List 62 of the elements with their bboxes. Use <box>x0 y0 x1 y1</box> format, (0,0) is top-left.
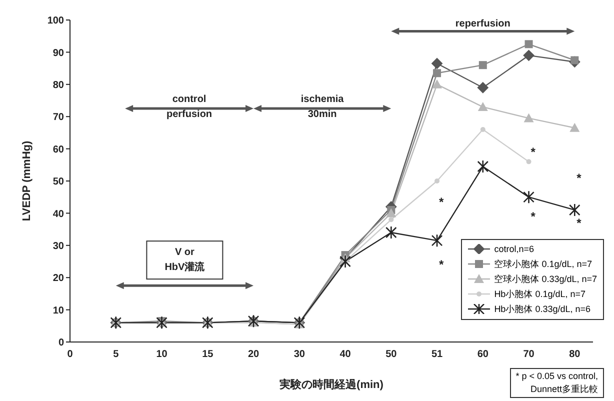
point <box>434 178 440 184</box>
y-tick-label: 0 <box>58 338 64 349</box>
point <box>340 254 351 268</box>
x-tick-label: 10 <box>156 349 168 360</box>
point <box>523 190 534 204</box>
x-tick-label: 80 <box>569 349 581 360</box>
point <box>385 226 397 240</box>
point <box>478 61 487 70</box>
annotation: * <box>439 258 444 272</box>
legend-label: cotrol,n=6 <box>494 242 534 256</box>
y-tick-label: 100 <box>47 16 64 27</box>
point <box>524 40 533 48</box>
annotation: ischemia 30min <box>300 94 344 120</box>
legend-label: 空球小胞体 0.1g/dL, n=7 <box>494 258 592 271</box>
point <box>477 160 489 174</box>
point <box>433 69 442 78</box>
annotation: * <box>530 209 536 224</box>
y-tick-label: 10 <box>52 305 64 316</box>
x-tick-label: 20 <box>248 349 260 360</box>
point <box>432 58 443 69</box>
y-tick-label: 30 <box>52 240 64 252</box>
point <box>569 203 580 217</box>
y-axis-title: LVEDP (mmHg) <box>20 140 33 222</box>
point <box>570 122 580 132</box>
y-tick-label: 60 <box>52 144 64 156</box>
point <box>526 159 532 164</box>
point <box>386 208 396 218</box>
legend-label: Hb小胞体 0.1g/dL, n=7 <box>494 288 586 301</box>
y-tick-label: 50 <box>52 176 64 188</box>
point <box>480 126 486 132</box>
point <box>388 217 394 222</box>
point <box>431 234 443 248</box>
x-axis-title: 実験の時間経過(min) <box>278 378 384 391</box>
y-tick-label: 90 <box>52 48 64 59</box>
point <box>478 102 488 111</box>
annotation: * <box>576 216 582 230</box>
annotation: V or HbV灌流 <box>164 247 206 274</box>
annotation: control perfusion <box>166 94 212 120</box>
x-tick-label: 50 <box>386 349 398 360</box>
annotation: reperfusion <box>455 18 510 30</box>
x-tick-label: 15 <box>202 349 214 360</box>
x-tick-label: 0 <box>67 349 74 360</box>
legend-label: Hb小胞体 0.33g/dL, n=6 <box>494 302 590 316</box>
point <box>524 113 534 122</box>
x-tick-label: 51 <box>431 349 444 360</box>
point <box>432 79 442 88</box>
y-tick-label: 40 <box>52 208 64 220</box>
legend-label: 空球小胞体 0.33g/dL, n=7 <box>494 272 597 286</box>
x-tick-label: 60 <box>477 349 489 360</box>
y-tick-label: 80 <box>52 80 64 91</box>
y-tick-label: 70 <box>52 112 64 124</box>
annotation: * <box>439 194 444 209</box>
point <box>523 50 534 61</box>
x-tick-label: 70 <box>523 349 535 360</box>
text: * p < 0.05 vs control, Dunnett多重比較 <box>510 368 604 398</box>
point <box>477 82 488 94</box>
x-tick-label: 40 <box>340 349 352 360</box>
annotation: * <box>530 145 536 160</box>
x-tick-label: 5 <box>113 349 120 360</box>
annotation: * <box>576 170 582 185</box>
x-tick-label: 30 <box>294 349 306 360</box>
y-tick-label: 20 <box>52 273 64 284</box>
